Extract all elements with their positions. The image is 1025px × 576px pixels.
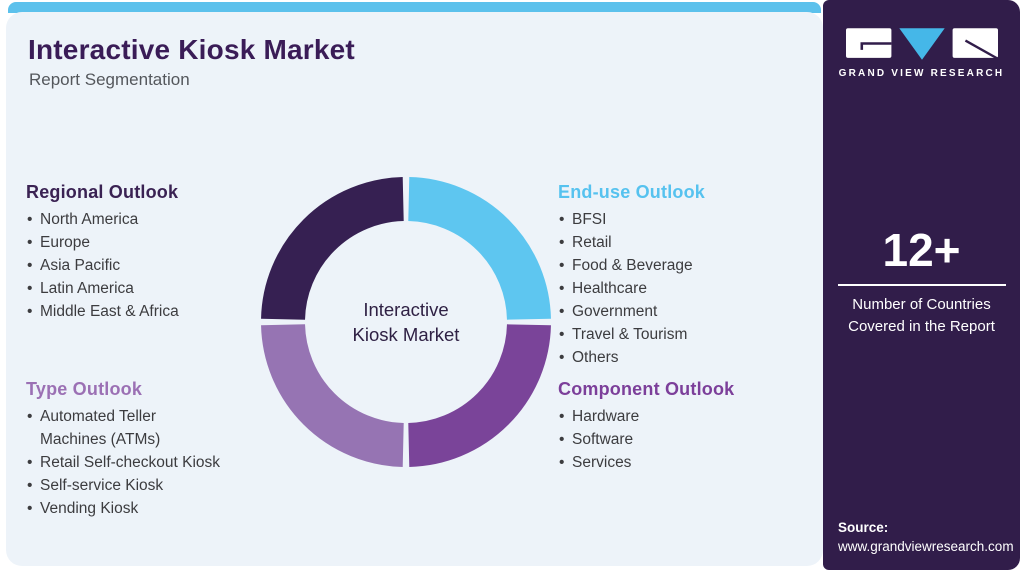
brand-logo-text: GRAND VIEW RESEARCH	[838, 68, 1005, 79]
list-item: Healthcare	[558, 277, 810, 300]
list-item: Latin America	[26, 277, 278, 300]
list-item: Services	[558, 451, 810, 474]
donut-chart: Interactive Kiosk Market	[259, 175, 553, 469]
donut-center-label: Interactive Kiosk Market	[259, 175, 553, 469]
section-heading-enduse: End-use Outlook	[558, 182, 705, 202]
list-item: Software	[558, 428, 810, 451]
list-item: Retail	[558, 231, 810, 254]
list-item: Travel & Tourism	[558, 323, 810, 346]
component-list: Hardware Software Services	[558, 405, 810, 474]
main-card: Interactive Kiosk Market Report Segmenta…	[6, 12, 823, 566]
page-subtitle: Report Segmentation	[29, 70, 190, 89]
stat-label-line2: Covered in the Report	[848, 317, 995, 335]
brand-logo: GRAND VIEW RESEARCH	[823, 28, 1020, 79]
list-item: Retail Self-checkout Kiosk	[26, 451, 278, 474]
list-item: Vending Kiosk	[26, 497, 278, 520]
regional-list: North America Europe Asia Pacific Latin …	[26, 208, 278, 323]
type-list: Automated Teller Machines (ATMs) Retail …	[26, 405, 278, 520]
stat-divider	[837, 284, 1006, 286]
list-item: Middle East & Africa	[26, 300, 278, 323]
list-item: Automated Teller Machines (ATMs)	[26, 405, 176, 451]
sidebar: GRAND VIEW RESEARCH 12+ Number of Countr…	[823, 0, 1020, 570]
donut-svg	[261, 177, 551, 467]
section-heading-type: Type Outlook	[26, 379, 143, 399]
donut-segment-enduse	[407, 177, 551, 321]
stat-label: Number of Countries Covered in the Repor…	[823, 294, 1020, 337]
donut-segment-type	[261, 323, 405, 467]
list-item: Asia Pacific	[26, 254, 278, 277]
list-item: Hardware	[558, 405, 810, 428]
list-item: Europe	[26, 231, 278, 254]
top-accent-bar	[8, 2, 821, 13]
donut-segment-component	[407, 323, 551, 467]
gvr-logo-icon	[845, 28, 998, 60]
source-label: Source:	[838, 520, 889, 535]
section-heading-component: Component Outlook	[558, 379, 735, 399]
stat-value: 12+	[882, 224, 961, 276]
section-component-outlook: Component Outlook Hardware Software Serv…	[558, 379, 810, 474]
source-note: Source: www.grandviewresearch.com	[838, 518, 1014, 556]
donut-label-line1: Interactive	[363, 299, 449, 320]
section-heading-regional: Regional Outlook	[26, 182, 179, 202]
section-regional-outlook: Regional Outlook North America Europe As…	[26, 182, 278, 323]
countries-stat: 12+ Number of Countries Covered in the R…	[823, 224, 1020, 337]
list-item: Others	[558, 346, 810, 369]
list-item: Self-service Kiosk	[26, 474, 278, 497]
list-item: BFSI	[558, 208, 810, 231]
list-item: North America	[26, 208, 278, 231]
source-url: www.grandviewresearch.com	[838, 539, 1014, 554]
list-item: Government	[558, 300, 810, 323]
section-enduse-outlook: End-use Outlook BFSI Retail Food & Bever…	[558, 182, 810, 369]
section-type-outlook: Type Outlook Automated Teller Machines (…	[26, 379, 278, 520]
donut-segment-regional	[261, 177, 405, 321]
list-item: Food & Beverage	[558, 254, 810, 277]
enduse-list: BFSI Retail Food & Beverage Healthcare G…	[558, 208, 810, 369]
page-title: Interactive Kiosk Market	[28, 34, 355, 65]
donut-label-line2: Kiosk Market	[352, 324, 460, 345]
stat-label-line1: Number of Countries	[852, 296, 991, 313]
